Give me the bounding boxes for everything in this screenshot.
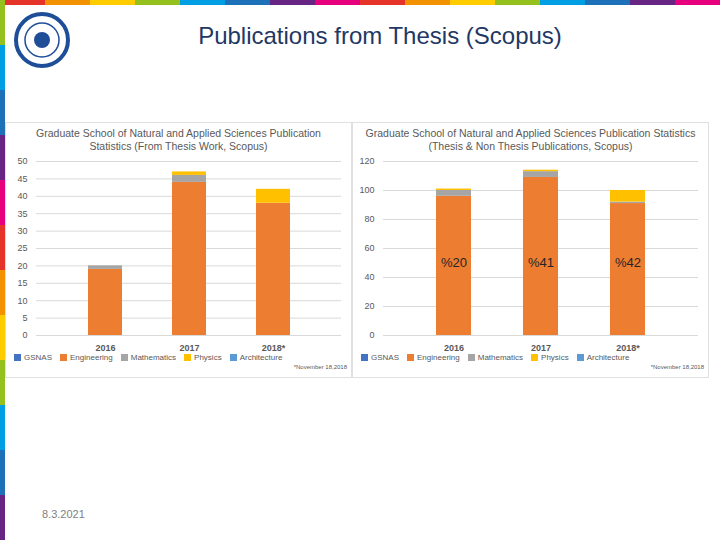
svg-text:5: 5 [22,313,27,323]
html-text:Engineering: Engineering [417,353,460,362]
svg-text:20: 20 [364,301,374,311]
svg-text:15: 15 [17,278,27,288]
html-text:Mathematics: Mathematics [130,353,177,362]
html-text:*November 18,2018: *November 18,2018 [650,364,704,370]
svg-text:80: 80 [364,214,374,224]
html-text:Architecture: Architecture [586,353,630,362]
svg-text:120: 120 [359,156,374,166]
svg-text:2018*: 2018* [262,343,286,353]
html-text:Graduate School of Natural and: Graduate School of Natural and Applied S… [365,127,696,152]
html-text:GSNAS: GSNAS [371,353,399,362]
html-text:Physics: Physics [194,353,222,362]
svg-text:0: 0 [22,330,27,340]
svg-text:2017: 2017 [179,343,199,353]
html-text:Publications from Thesis (Scop: Publications from Thesis (Scopus) [198,22,562,49]
html-text:8.3.2021: 8.3.2021 [42,508,85,520]
svg-text:30: 30 [17,226,27,236]
svg-text:25: 25 [17,243,27,253]
svg-text:35: 35 [17,209,27,219]
svg-text:20: 20 [17,261,27,271]
svg-text:2017: 2017 [531,343,551,353]
svg-text:45: 45 [17,174,27,184]
html-text:Engineering: Engineering [70,353,113,362]
svg-text:%41: %41 [528,255,554,270]
svg-text:40: 40 [364,272,374,282]
html-text:Architecture: Architecture [239,353,283,362]
svg-text:60: 60 [364,243,374,253]
html-text:Mathematics: Mathematics [477,353,524,362]
svg-text:0: 0 [369,330,374,340]
svg-text:%20: %20 [441,255,467,270]
html-text:*November 18,2018: *November 18,2018 [293,364,347,370]
svg-text:100: 100 [359,185,374,195]
svg-text:10: 10 [17,296,27,306]
svg-text:50: 50 [17,156,27,166]
svg-text:40: 40 [17,191,27,201]
svg-text:2016: 2016 [444,343,464,353]
svg-text:2018*: 2018* [616,343,640,353]
svg-text:2016: 2016 [95,343,115,353]
html-text:Graduate School of Natural and: Graduate School of Natural and Applied S… [36,127,321,152]
html-text:Physics: Physics [541,353,569,362]
html-text:GSNAS: GSNAS [24,353,52,362]
svg-text:%42: %42 [615,255,641,270]
